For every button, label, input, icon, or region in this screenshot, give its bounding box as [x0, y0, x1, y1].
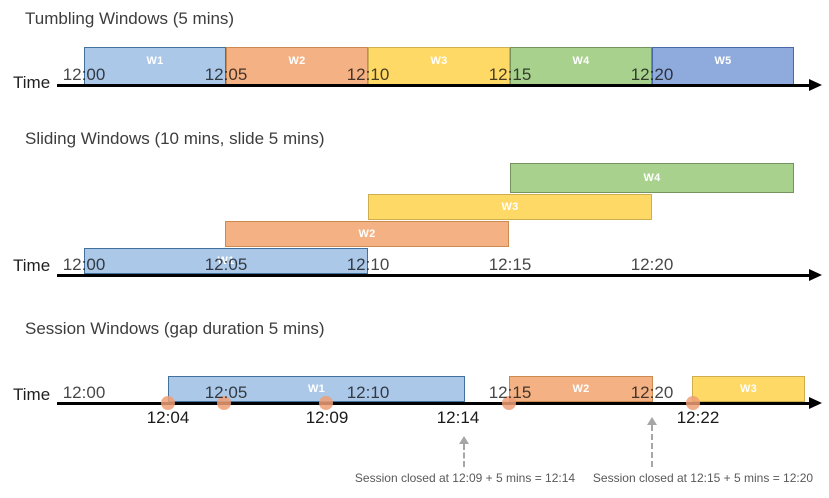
window-bar-label: W3 [430, 55, 448, 67]
tumbling-axis-arrowhead-icon [809, 79, 822, 91]
window-bar-label: W1 [217, 255, 235, 267]
tumbling-window-bar-w4: W4 [510, 47, 652, 85]
event-time-label: 12:04 [146, 408, 190, 427]
sliding-window-bar-w4: W4 [510, 163, 794, 193]
session-time-axis-label: Time [13, 385, 51, 404]
time-tick: 12:10 [346, 255, 390, 274]
event-time-label: 12:22 [676, 408, 720, 427]
window-bar-label: W2 [572, 383, 590, 395]
window-bar-label: W4 [643, 172, 661, 184]
session-section-title: Session Windows (gap duration 5 mins) [25, 319, 325, 338]
event-time-label: 12:09 [305, 408, 349, 427]
time-tick: 12:05 [204, 255, 248, 274]
tumbling-time-axis-label: Time [13, 73, 51, 92]
time-tick: 12:10 [346, 65, 390, 84]
time-tick: 12:05 [204, 65, 248, 84]
time-tick: 12:00 [62, 383, 106, 402]
window-bar-label: W2 [358, 228, 376, 240]
event-dot-1205 [217, 396, 231, 410]
window-bar-label: W2 [288, 55, 306, 67]
time-tick: 12:00 [62, 65, 106, 84]
tumbling-window-bar-w2: W2 [226, 47, 368, 85]
sliding-window-bar-w2: W2 [225, 221, 509, 247]
sliding-section-title: Sliding Windows (10 mins, slide 5 mins) [25, 129, 325, 148]
session-time-axis [57, 402, 810, 405]
window-bar-label: W1 [307, 383, 326, 395]
time-tick: 12:15 [488, 65, 532, 84]
session-window-bar-w2: W2 [509, 376, 653, 402]
time-tick: 12:10 [346, 383, 390, 402]
window-close-time-label: 12:14 [436, 408, 480, 427]
session-axis-arrowhead-icon [809, 397, 822, 409]
sliding-axis-arrowhead-icon [809, 269, 822, 281]
window-bar-label: W4 [572, 55, 590, 67]
event-dot-1215 [502, 396, 516, 410]
time-tick: 12:20 [630, 255, 674, 274]
session-close-annotation-1: Session closed at 12:09 + 5 mins = 12:14 [354, 471, 576, 485]
sliding-window-bar-w1: W1 [84, 248, 368, 274]
time-tick: 12:15 [488, 383, 532, 402]
session-window-bar-w1: W1 [168, 376, 465, 402]
sliding-time-axis-label: Time [13, 256, 51, 275]
tumbling-window-bar-w3: W3 [368, 47, 510, 85]
session-window-bar-w3: W3 [692, 376, 805, 402]
time-tick: 12:20 [630, 383, 674, 402]
tumbling-section-title: Tumbling Windows (5 mins) [25, 9, 235, 28]
window-bar-label: W3 [501, 201, 519, 213]
time-tick: 12:00 [62, 255, 106, 274]
tumbling-time-axis [57, 84, 810, 87]
event-dot-1204 [161, 396, 175, 410]
window-bar-label: W3 [739, 383, 758, 395]
session-close-annotation-2: Session closed at 12:15 + 5 mins = 12:20 [592, 471, 814, 485]
event-dot-1222 [686, 396, 700, 410]
window-bar-label: W1 [146, 55, 164, 67]
sliding-time-axis [57, 274, 810, 277]
time-tick: 12:20 [630, 65, 674, 84]
time-tick: 12:15 [488, 255, 532, 274]
tumbling-window-bar-w1: W1 [84, 47, 226, 85]
sliding-window-bar-w3: W3 [368, 194, 652, 220]
time-tick: 12:05 [204, 383, 248, 402]
tumbling-window-bar-w5: W5 [652, 47, 794, 85]
event-dot-1209 [319, 396, 333, 410]
window-bar-label: W5 [714, 55, 732, 67]
